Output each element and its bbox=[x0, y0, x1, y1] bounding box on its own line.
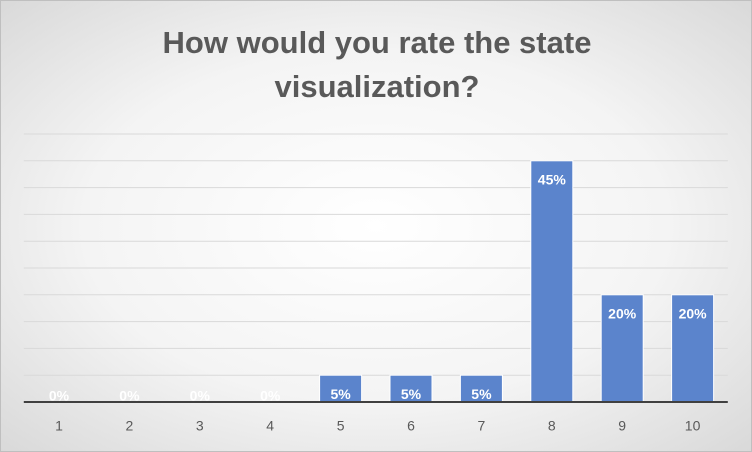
data-label: 5% bbox=[330, 386, 351, 402]
bar bbox=[389, 374, 433, 403]
data-label: 0% bbox=[190, 388, 211, 404]
x-tick-label: 10 bbox=[685, 418, 701, 434]
data-label: 20% bbox=[608, 306, 637, 322]
x-tick-label: 8 bbox=[548, 418, 556, 434]
data-label: 20% bbox=[679, 306, 708, 322]
x-tick-label: 1 bbox=[55, 418, 63, 434]
x-tick-label: 7 bbox=[478, 418, 486, 434]
data-label: 0% bbox=[119, 388, 140, 404]
x-tick-label: 9 bbox=[618, 418, 626, 434]
data-label: 5% bbox=[471, 386, 492, 402]
bar bbox=[530, 160, 574, 403]
x-tick-label: 4 bbox=[266, 418, 274, 434]
x-tick-label: 2 bbox=[126, 418, 134, 434]
x-tick-label: 3 bbox=[196, 418, 204, 434]
bar bbox=[319, 374, 363, 403]
data-label: 5% bbox=[401, 386, 422, 402]
x-tick-label: 5 bbox=[337, 418, 345, 434]
data-label: 0% bbox=[49, 388, 70, 404]
data-label: 45% bbox=[538, 172, 567, 188]
x-tick-label: 6 bbox=[407, 418, 415, 434]
bar bbox=[671, 294, 715, 403]
data-label: 0% bbox=[260, 388, 281, 404]
chart-title: How would you rate the state visualizati… bbox=[162, 25, 592, 104]
